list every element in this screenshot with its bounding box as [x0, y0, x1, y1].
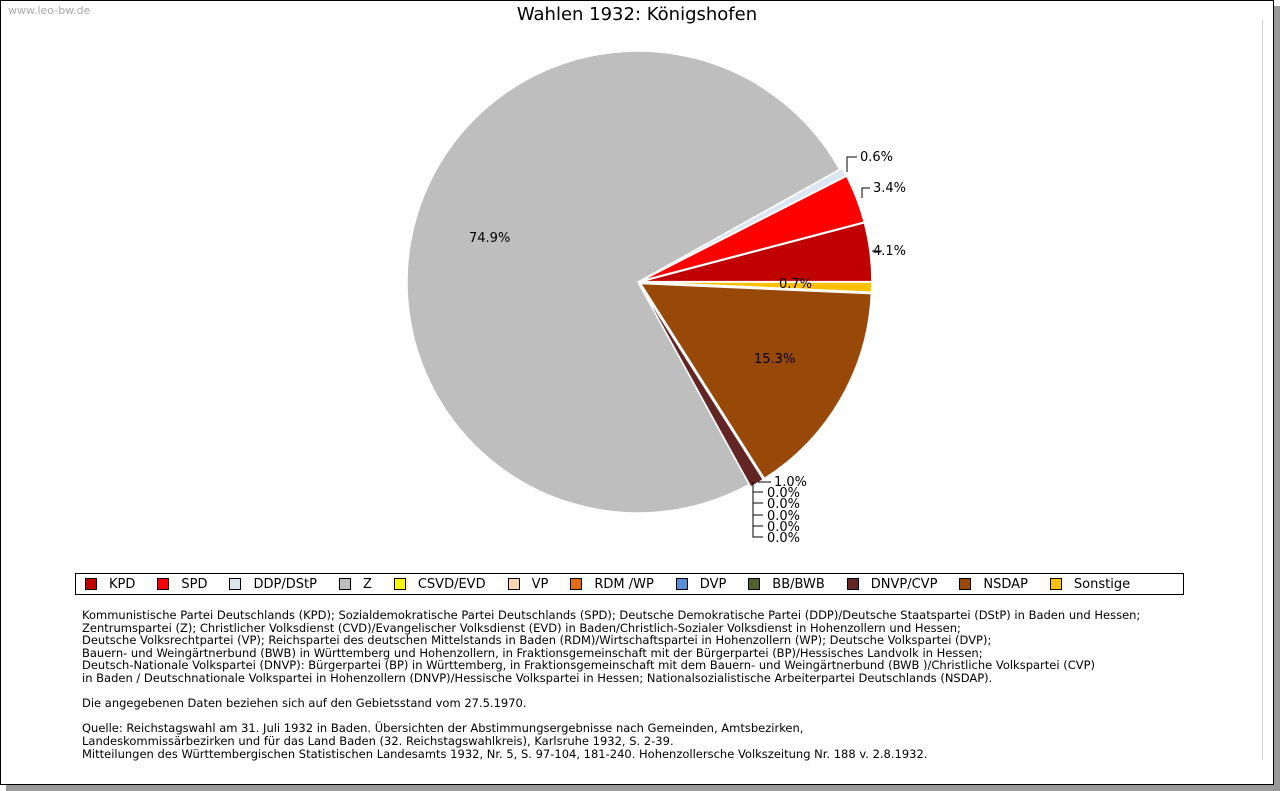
data-label: 0.0%	[767, 531, 800, 546]
legend-item: DVP	[675, 576, 727, 592]
footnote-line: Kommunistische Partei Deutschlands (KPD)…	[82, 608, 1141, 622]
legend-item: BB/BWB	[748, 576, 825, 592]
legend-label: NSDAP	[983, 576, 1028, 592]
pie-slice-nsdap	[639, 282, 873, 480]
footnote-line: Deutsche Volksrechtpartei (VP); Reichspa…	[82, 633, 992, 648]
legend-label: SPD	[181, 576, 208, 592]
legend-swatch	[338, 578, 351, 590]
legend-item: Sonstige	[1049, 576, 1131, 592]
footnotes: Kommunistische Partei Deutschlands (KPD)…	[82, 609, 1140, 760]
data-label: 0.0%	[767, 486, 800, 501]
data-label: 0.0%	[767, 509, 800, 524]
divider	[1262, 20, 1263, 760]
footnote-line: Mitteilungen des Württembergischen Stati…	[82, 746, 928, 761]
footnote-line: in Baden / Deutschnationale Volkspartei …	[82, 670, 993, 685]
legend-item: Z	[338, 576, 372, 592]
pie-chart: 4.1%3.4%0.6%74.9%0.0%0.0%0.0%0.0%0.0%1.0…	[406, 50, 906, 546]
watermark: www.leo-bw.de	[8, 4, 91, 17]
footnote-line: Bauern- und Weingärtnerbund (BWB) in Wür…	[82, 645, 983, 660]
legend-item: DDP/DStP	[229, 576, 317, 592]
legend-swatch	[393, 578, 406, 590]
footnote-line: Deutsch-Nationale Volkspartei (DNVP): Bü…	[82, 658, 1096, 673]
legend: KPD SPD DDP/DStP Z CSVD/EVD VP RDM /WP DVP BB/BW…	[75, 573, 1184, 595]
legend-swatch	[675, 578, 688, 590]
data-label: 3.4%	[873, 181, 906, 196]
data-label: 4.1%	[873, 244, 906, 259]
legend-item: VP	[507, 576, 549, 592]
legend-label: Z	[362, 576, 372, 592]
legend-item: RDM /WP	[570, 576, 654, 592]
legend-label: DVP	[699, 576, 727, 592]
legend-swatch	[748, 578, 761, 590]
legend-swatch	[1049, 578, 1062, 590]
legend-item: KPD	[85, 577, 135, 592]
zero-leader-lines	[752, 482, 763, 538]
data-label: 1.0%	[774, 475, 807, 490]
legend-label: DDP/DStP	[253, 576, 317, 592]
data-label: 15.3%	[754, 352, 795, 367]
legend-swatch	[229, 578, 242, 590]
data-label: 0.7%	[779, 277, 812, 292]
leader-line	[846, 156, 857, 172]
legend-label: CSVD/EVD	[417, 576, 486, 592]
legend-label: DNVP/CVP	[870, 576, 938, 592]
legend-swatch	[959, 578, 972, 590]
footnote-line: Quelle: Reichstagswahl am 31. Juli 1932 …	[82, 721, 804, 736]
data-label: 0.0%	[767, 520, 800, 535]
legend-item: NSDAP	[959, 577, 1028, 592]
legend-item: DNVP/CVP	[846, 576, 938, 592]
chart-title: Wahlen 1932: Königshofen	[516, 4, 758, 25]
pie-slice-sonstige	[640, 281, 873, 294]
data-label: 0.0%	[767, 497, 800, 512]
legend-label: RDM /WP	[594, 576, 654, 592]
legend-label: BB/BWB	[772, 576, 825, 592]
leader-line	[861, 187, 870, 198]
footnote-line: Zentrumspartei (Z); Christlicher Volksdi…	[82, 620, 961, 635]
legend-item: SPD	[157, 577, 207, 592]
legend-label: VP	[531, 576, 549, 592]
pie-slice-dnvp-cvp	[638, 284, 765, 489]
legend-item: CSVD/EVD	[393, 576, 486, 592]
legend-label: Sonstige	[1073, 576, 1131, 592]
footnote-line: Die angegebenen Daten beziehen sich auf …	[82, 696, 527, 711]
data-label: 74.9%	[469, 231, 510, 246]
legend-swatch	[570, 578, 583, 590]
legend-swatch	[85, 578, 97, 590]
legend-swatch	[846, 578, 859, 590]
legend-swatch	[157, 578, 170, 590]
pie-slice-z	[406, 50, 841, 514]
legend-swatch	[507, 578, 520, 590]
footnote-line: Landeskommissärbezirken und für das Land…	[82, 733, 674, 748]
legend-label: KPD	[109, 576, 136, 592]
data-label: 0.6%	[860, 150, 893, 165]
